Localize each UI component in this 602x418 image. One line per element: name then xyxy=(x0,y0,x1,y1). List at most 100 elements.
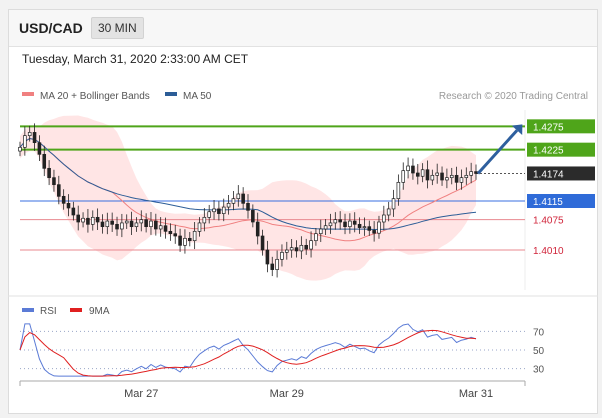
candle-body xyxy=(144,219,148,228)
level-label-last: 1.4174 xyxy=(533,169,564,180)
candle-body xyxy=(178,235,182,246)
candle-body xyxy=(246,202,250,211)
candle xyxy=(454,166,459,191)
candle-body xyxy=(314,233,318,242)
candle-body xyxy=(386,208,391,216)
candle xyxy=(52,169,56,192)
candle-body xyxy=(309,240,313,250)
candle xyxy=(425,160,430,189)
candle-body xyxy=(139,219,144,224)
candle-body xyxy=(42,153,47,169)
candle-body xyxy=(129,220,134,228)
candle xyxy=(391,189,396,217)
candle-body xyxy=(124,220,129,224)
candle-body xyxy=(275,258,279,270)
candle xyxy=(23,126,27,156)
candle-body xyxy=(120,222,124,230)
candle xyxy=(255,212,260,245)
candle xyxy=(246,194,250,219)
candle-body xyxy=(95,216,100,223)
candle-body xyxy=(318,228,323,235)
candle xyxy=(42,145,47,177)
legend-label-ma50: MA 50 xyxy=(183,91,212,102)
candle-body xyxy=(163,225,168,232)
candle-body xyxy=(251,209,255,223)
candle-body xyxy=(299,244,304,252)
candle xyxy=(309,231,313,258)
candle-body xyxy=(401,170,406,183)
level-label-resistance: 1.4275 xyxy=(533,122,564,133)
level-label-support: 1.4075 xyxy=(533,216,564,227)
candle-body xyxy=(255,221,260,237)
candle xyxy=(163,217,168,239)
candle-body xyxy=(333,219,338,224)
candle-body xyxy=(187,237,192,242)
candle-body xyxy=(425,169,430,181)
candle-body xyxy=(105,220,110,228)
candle-body xyxy=(110,220,114,225)
candle xyxy=(382,205,386,231)
candle xyxy=(459,169,464,190)
candle xyxy=(401,162,406,190)
timeframe-button[interactable]: 30 MIN xyxy=(91,17,144,39)
candle-body xyxy=(23,135,27,148)
legend-label-9ma: 9MA xyxy=(89,306,110,317)
candle xyxy=(144,213,148,233)
candle-body xyxy=(367,226,372,231)
candle xyxy=(236,185,241,207)
candle xyxy=(149,211,153,235)
candle xyxy=(105,212,110,235)
candle xyxy=(323,219,328,235)
candle-body xyxy=(52,177,56,186)
candle-body xyxy=(66,202,71,209)
candle-body xyxy=(420,169,425,177)
candle xyxy=(241,187,245,210)
candle xyxy=(469,162,473,184)
candle xyxy=(270,256,275,277)
candle xyxy=(362,217,367,236)
chart-header: USD/CAD 30 MIN xyxy=(9,10,597,47)
candle-body xyxy=(323,225,328,230)
candle-body xyxy=(61,195,66,204)
candle-body xyxy=(430,174,435,181)
candle-body xyxy=(382,214,386,223)
candle-body xyxy=(158,225,163,230)
candle-body xyxy=(285,249,289,253)
candle xyxy=(265,240,270,273)
candle-body xyxy=(241,193,245,204)
candle xyxy=(289,239,294,258)
projection-arrow-head xyxy=(511,124,523,136)
candle xyxy=(304,238,309,255)
candle-body xyxy=(464,174,469,179)
candle xyxy=(464,167,469,185)
legend-swatch-ma50 xyxy=(165,92,177,96)
candle-body xyxy=(86,217,90,225)
candle-body xyxy=(445,177,449,181)
candle-body xyxy=(449,174,454,179)
candle xyxy=(318,219,323,243)
candle xyxy=(275,250,279,278)
candle-body xyxy=(202,216,207,224)
legend-swatch-9ma xyxy=(70,308,82,312)
legend-swatch-ma20 xyxy=(22,92,34,96)
candle-body xyxy=(469,171,473,176)
candle xyxy=(440,166,444,186)
rsi-9ma-line xyxy=(19,329,477,377)
candle xyxy=(333,212,338,230)
candle xyxy=(71,201,76,221)
level-badge-resistance xyxy=(527,119,595,134)
candle xyxy=(110,212,114,232)
candle xyxy=(32,123,37,151)
candle xyxy=(66,194,71,217)
candle-body xyxy=(217,208,221,214)
candle xyxy=(445,168,449,189)
candle-body xyxy=(221,206,226,214)
candle-body xyxy=(192,230,197,242)
candle xyxy=(90,210,95,231)
candle-body xyxy=(32,132,37,144)
level-badge-last xyxy=(527,166,595,181)
candle-body xyxy=(328,222,333,227)
candle-body xyxy=(265,249,270,265)
credit-text: Research © 2020 Trading Central xyxy=(439,91,588,102)
candle xyxy=(154,213,158,236)
